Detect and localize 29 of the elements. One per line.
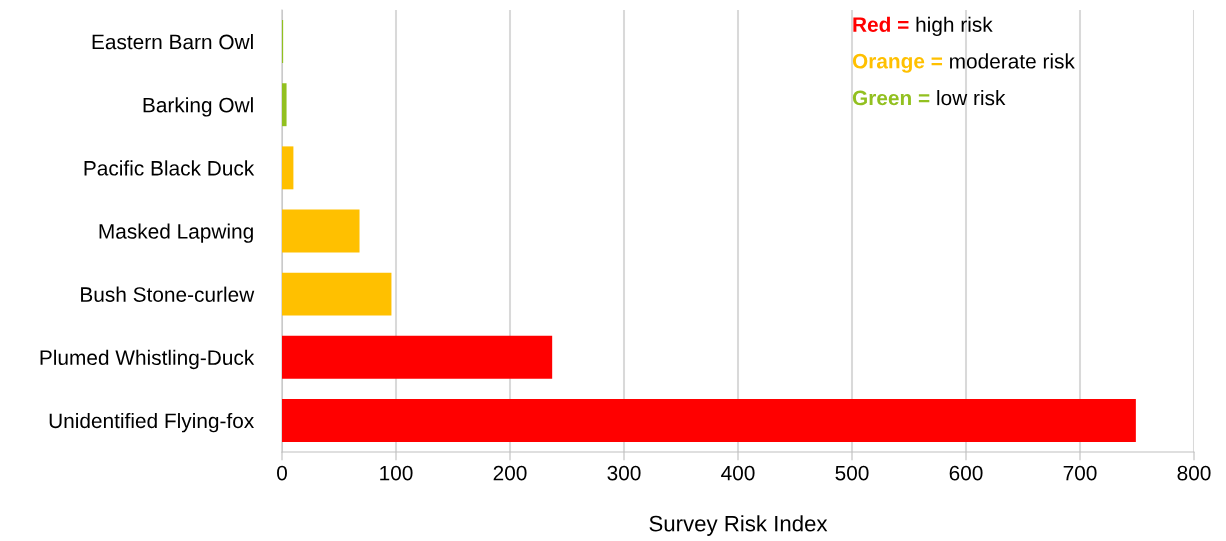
x-tick-label: 0 — [277, 465, 287, 481]
x-tick-label: 200 — [493, 465, 527, 481]
bar — [282, 398, 1136, 442]
y-tick-label: Unidentified Flying-fox — [49, 412, 255, 433]
x-tick-label: 700 — [1063, 465, 1097, 481]
bar — [282, 272, 392, 316]
x-tick-label: 100 — [380, 465, 413, 481]
bar — [282, 146, 294, 190]
y-tick-label: Masked Lapwing — [99, 223, 253, 243]
annotation: moderate risk — [950, 53, 1075, 69]
annotation: Red = — [853, 16, 909, 32]
x-tick-label: 400 — [721, 465, 755, 481]
bar — [282, 209, 360, 253]
y-tick-label: Plumed Whistling-Duck — [40, 349, 255, 370]
x-tick-label: 600 — [949, 465, 983, 481]
x-tick-label: 800 — [1177, 465, 1211, 481]
x-tick-label: 300 — [607, 465, 641, 481]
annotation: low risk — [937, 90, 1006, 106]
x-axis-title: Survey Risk Index — [649, 515, 828, 536]
y-tick-label: Pacific Black Duck — [84, 160, 255, 176]
y-tick-label: Bush Stone-curlew — [81, 286, 255, 302]
bar — [282, 83, 287, 127]
y-tick-label: Eastern Barn Owl — [92, 34, 253, 50]
annotation: high risk — [916, 16, 993, 37]
annotation: Green = — [852, 90, 930, 106]
annotation: Orange = — [852, 53, 943, 73]
bar — [282, 335, 553, 379]
x-tick-label: 500 — [835, 465, 869, 481]
y-tick-label: Barking Owl — [143, 97, 253, 117]
